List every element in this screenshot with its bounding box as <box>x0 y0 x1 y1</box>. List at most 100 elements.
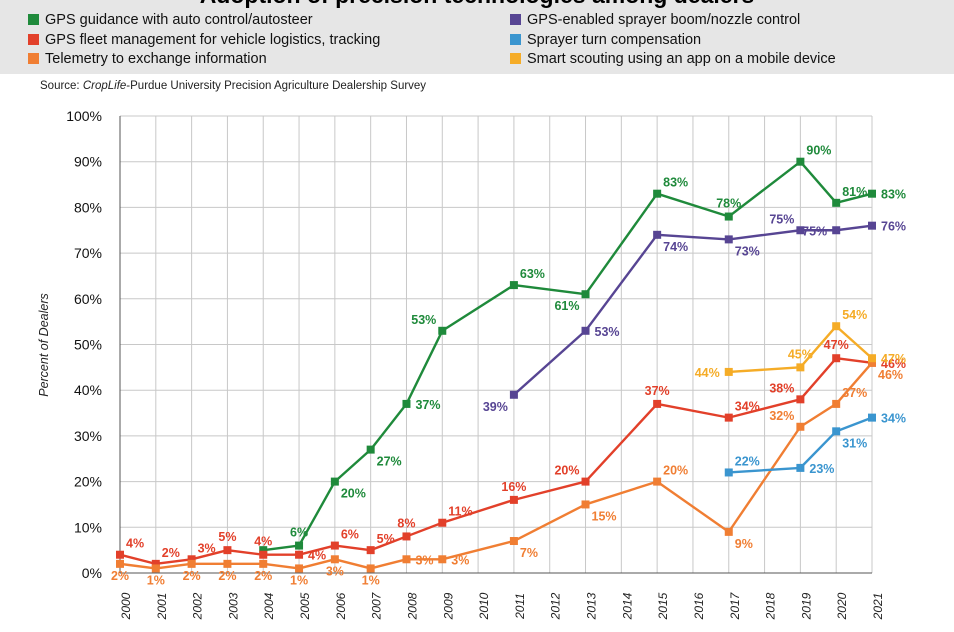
x-tick-label: 2012 <box>549 592 563 620</box>
data-label: 75% <box>769 212 794 226</box>
data-point <box>581 477 590 486</box>
data-point <box>724 212 733 221</box>
x-tick-label: 2010 <box>477 592 491 620</box>
legend-swatch <box>510 34 521 45</box>
data-point <box>295 541 304 550</box>
data-label: 83% <box>881 188 906 202</box>
data-label: 20% <box>341 487 366 501</box>
data-label: 54% <box>842 308 867 322</box>
data-label: 5% <box>218 530 236 544</box>
data-label: 46% <box>878 368 903 382</box>
data-label: 11% <box>448 505 472 519</box>
legend-swatch <box>510 53 521 64</box>
data-label: 38% <box>769 381 794 395</box>
data-point <box>653 230 662 239</box>
data-label: 22% <box>735 454 760 468</box>
data-label: 2% <box>111 569 129 583</box>
data-label: 34% <box>735 400 760 414</box>
legend-label: GPS guidance with auto control/autosteer <box>45 12 313 28</box>
data-point <box>581 500 590 509</box>
data-point <box>366 546 375 555</box>
data-point <box>724 413 733 422</box>
x-tick-label: 2002 <box>191 592 205 620</box>
data-label: 16% <box>501 480 526 494</box>
legend-item-autosteer: GPS guidance with auto control/autosteer <box>28 12 313 28</box>
x-tick-label: 2019 <box>799 592 813 620</box>
data-point <box>796 226 805 235</box>
data-point <box>832 399 841 408</box>
y-tick-label: 20% <box>74 474 102 490</box>
data-label: 5% <box>377 532 395 546</box>
y-tick-label: 90% <box>74 154 102 170</box>
chart-title: Adoption of precision technologies among… <box>0 0 954 9</box>
data-label: 47% <box>824 338 849 352</box>
y-axis-label: Percent of Dealers <box>37 293 51 397</box>
data-label: 27% <box>377 455 402 469</box>
data-point <box>438 518 447 527</box>
legend-swatch <box>28 53 39 64</box>
data-point <box>259 550 268 559</box>
data-label: 73% <box>735 244 760 258</box>
y-tick-label: 0% <box>82 565 102 581</box>
legend-label: Smart scouting using an app on a mobile … <box>527 51 836 67</box>
data-point <box>187 559 196 568</box>
data-point <box>438 555 447 564</box>
y-tick-label: 70% <box>74 245 102 261</box>
y-tick-label: 10% <box>74 519 102 535</box>
data-point <box>868 354 876 363</box>
data-label: 34% <box>881 412 906 426</box>
x-tick-label: 2001 <box>155 593 169 621</box>
data-point <box>653 189 662 198</box>
data-point <box>832 226 841 235</box>
data-point <box>330 477 339 486</box>
data-point <box>653 477 662 486</box>
data-label: 74% <box>663 240 688 254</box>
data-point <box>832 354 841 363</box>
legend-item-sprayer-boom: GPS-enabled sprayer boom/nozzle control <box>510 12 800 28</box>
legend-swatch <box>510 14 521 25</box>
data-point <box>868 358 876 367</box>
data-point <box>402 555 411 564</box>
y-tick-label: 40% <box>74 382 102 398</box>
data-label: 1% <box>147 573 165 587</box>
data-label: 4% <box>126 537 144 551</box>
data-point <box>796 422 805 431</box>
data-point <box>796 157 805 166</box>
data-point <box>724 468 733 477</box>
data-label: 20% <box>663 464 688 478</box>
data-label: 47% <box>881 352 906 366</box>
data-label: 4% <box>308 549 326 563</box>
data-point <box>796 395 805 404</box>
data-label: 3% <box>326 564 344 578</box>
legend-label: Sprayer turn compensation <box>527 32 702 48</box>
data-label: 76% <box>881 220 906 234</box>
data-label: 3% <box>198 541 216 555</box>
data-label: 6% <box>290 526 308 540</box>
data-point <box>259 546 268 555</box>
data-point <box>868 413 876 422</box>
data-label: 53% <box>411 313 436 327</box>
data-point <box>832 322 841 331</box>
x-tick-label: 2016 <box>692 592 706 620</box>
data-label: 20% <box>554 464 579 478</box>
y-tick-label: 30% <box>74 428 102 444</box>
data-label: 6% <box>341 528 359 542</box>
data-point <box>796 363 805 372</box>
data-point <box>653 399 662 408</box>
data-label: 2% <box>254 569 272 583</box>
x-tick-label: 2006 <box>334 592 348 620</box>
data-label: 1% <box>362 573 380 587</box>
data-label: 23% <box>809 462 834 476</box>
y-tick-label: 60% <box>74 291 102 307</box>
data-label: 78% <box>716 197 741 211</box>
data-point <box>868 221 876 230</box>
data-label: 37% <box>842 386 867 400</box>
data-label: 81% <box>842 185 867 199</box>
data-label: 3% <box>415 553 433 567</box>
data-label: 83% <box>663 176 688 190</box>
x-tick-label: 2020 <box>835 592 849 620</box>
data-label: 1% <box>290 573 308 587</box>
x-tick-label: 2015 <box>656 592 670 620</box>
data-point <box>438 326 447 335</box>
